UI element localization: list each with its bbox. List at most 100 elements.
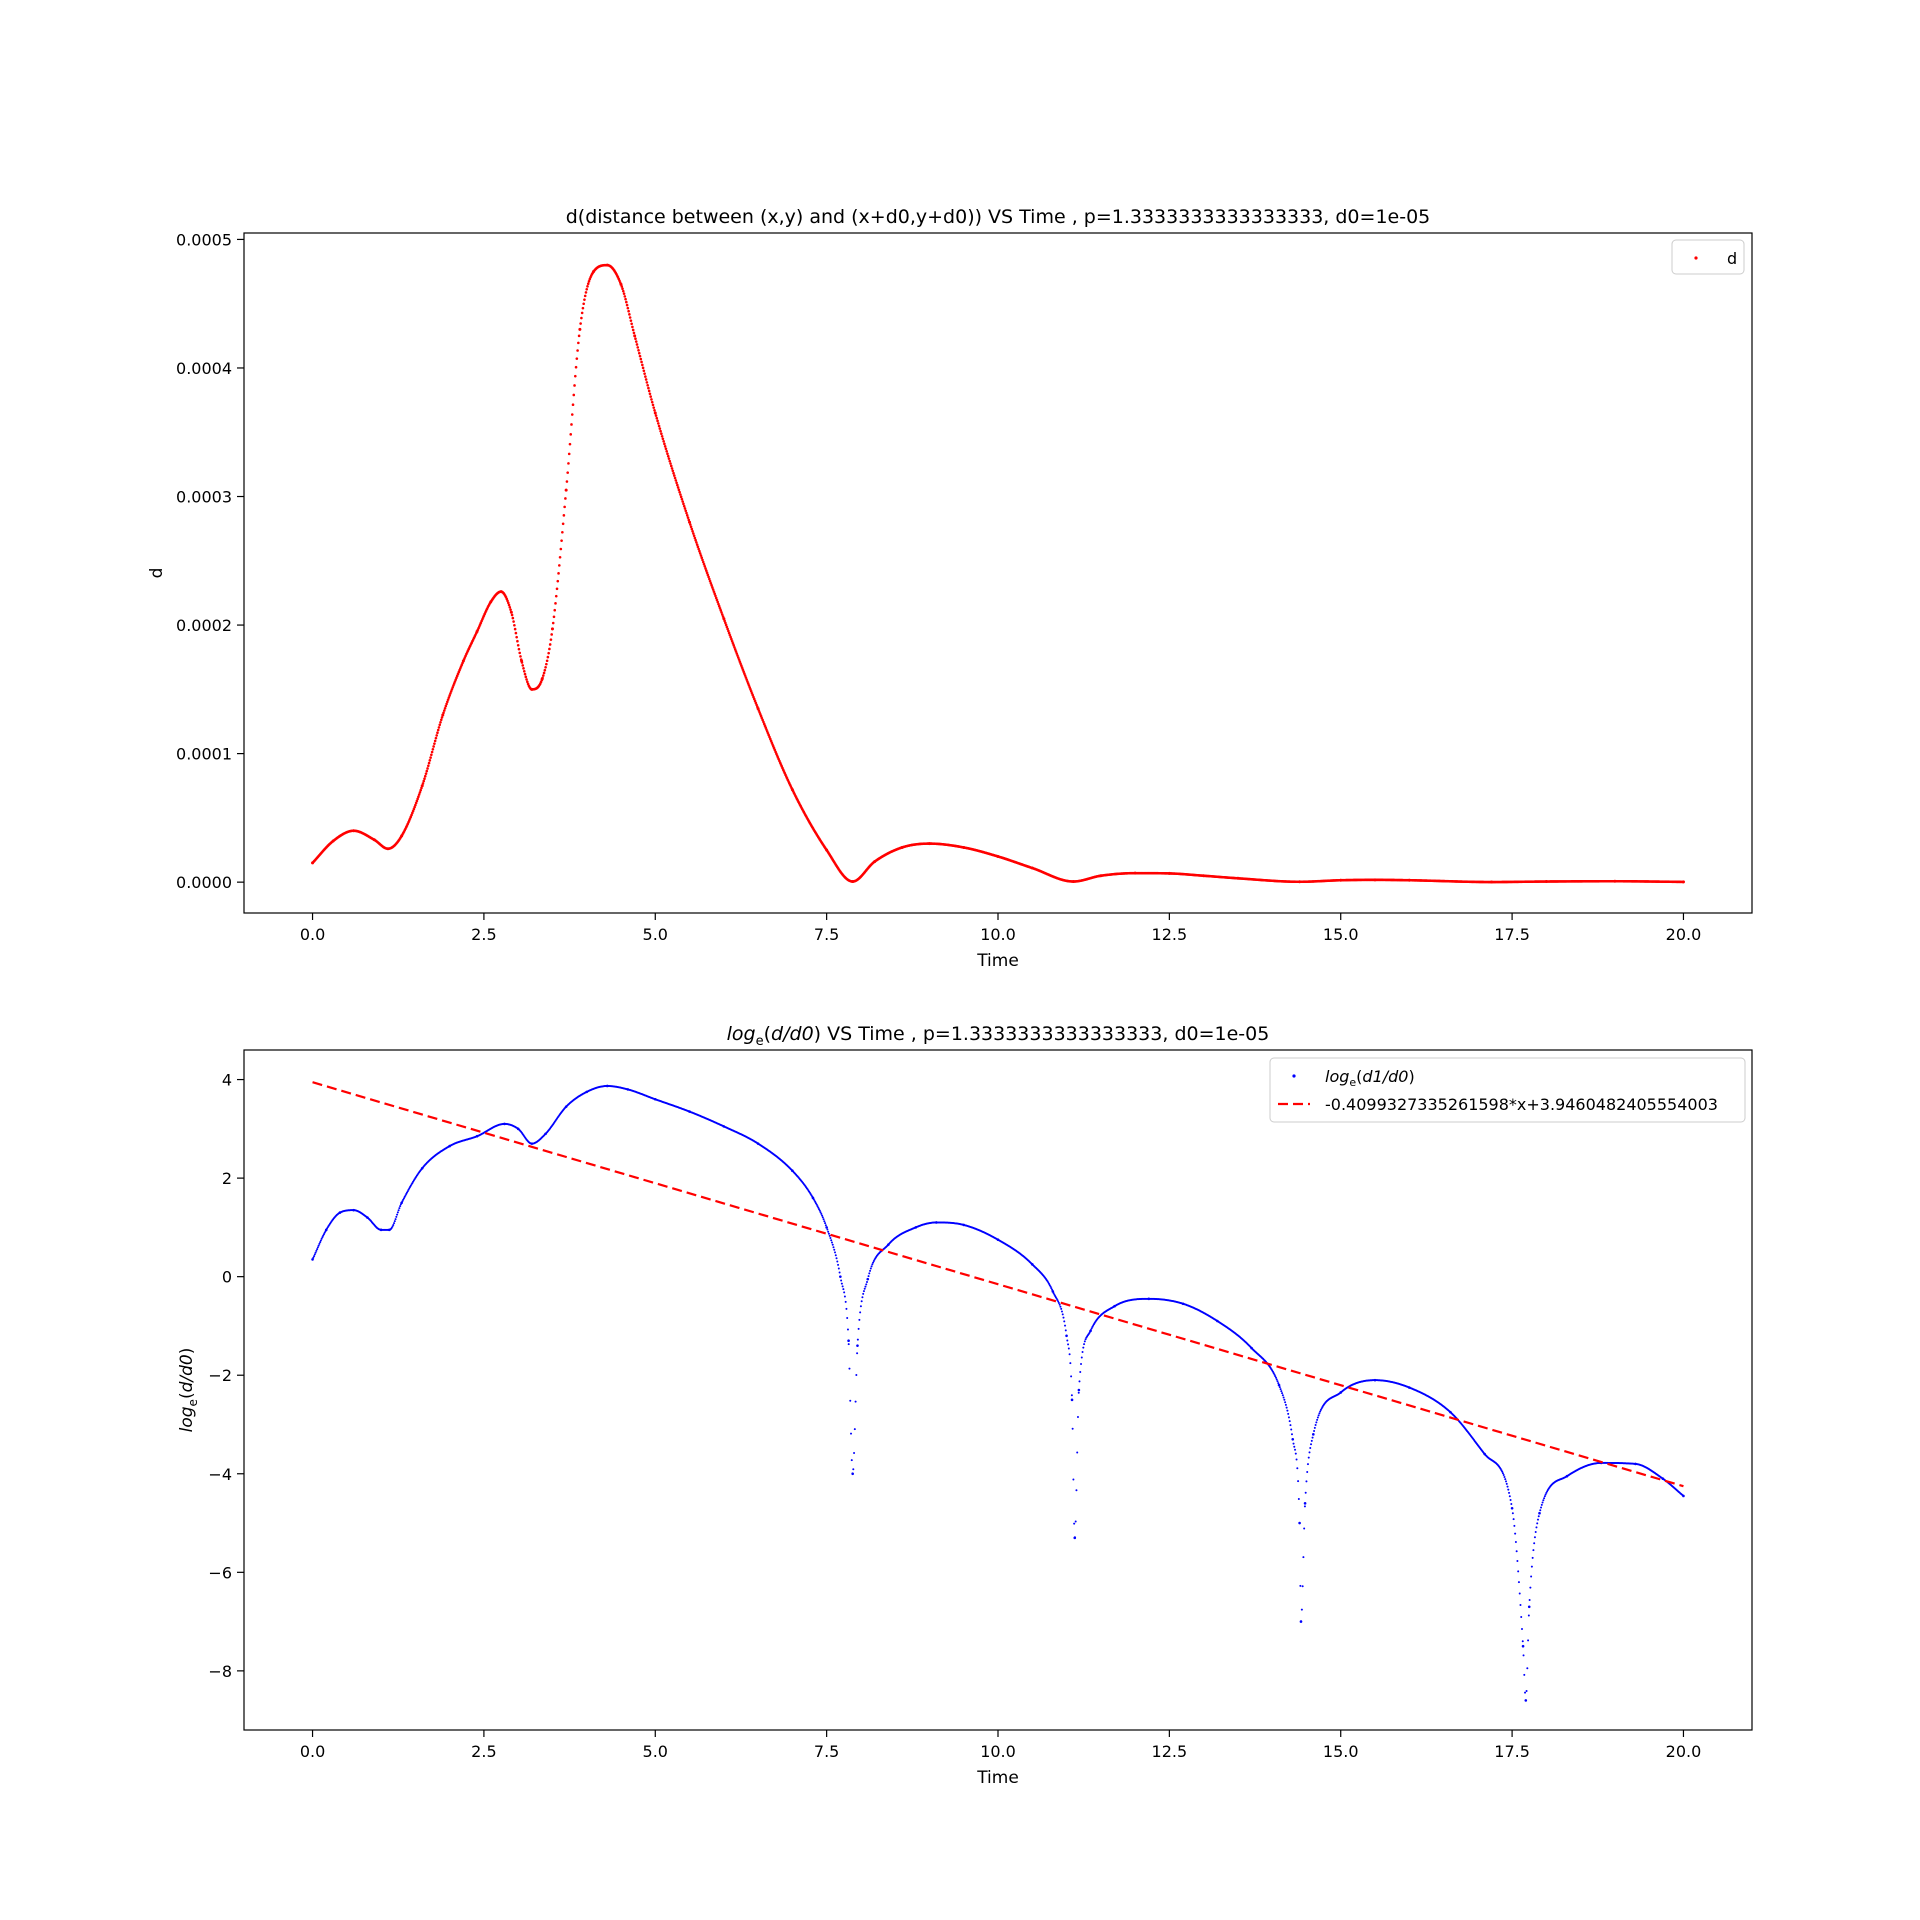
data-point (996, 1238, 1000, 1242)
data-point (576, 349, 579, 352)
data-point (628, 313, 631, 316)
data-point (668, 459, 672, 463)
data-point (1070, 1398, 1074, 1402)
data-point (413, 805, 416, 809)
data-point (516, 643, 520, 647)
data-point (850, 1459, 853, 1462)
data-point (710, 584, 713, 587)
data-point (551, 621, 555, 625)
data-point (843, 1295, 846, 1298)
data-point (315, 1249, 318, 1252)
data-point (676, 486, 680, 489)
data-point (448, 694, 451, 697)
x-axis-ticks: 0.0 2.5 5.0 7.5 10.0 12.5 15.0 17.5 20.0 (300, 913, 1701, 944)
data-point (675, 481, 678, 485)
data-point (756, 707, 760, 711)
data-point (867, 1275, 870, 1278)
data-point (687, 518, 691, 522)
data-point (873, 860, 877, 864)
data-point (1274, 1375, 1277, 1378)
data-point (1313, 1430, 1316, 1433)
data-point (558, 555, 562, 559)
data-point (1545, 1491, 1548, 1494)
data-point (1529, 1586, 1532, 1589)
data-point (565, 480, 569, 483)
data-point (719, 609, 723, 612)
data-point (1539, 1509, 1542, 1512)
data-point (688, 1110, 691, 1113)
data-point (1525, 1690, 1528, 1693)
data-point (331, 839, 335, 843)
data-point (669, 462, 672, 465)
data-point (1530, 1575, 1533, 1578)
data-point (648, 392, 652, 396)
data-point (1297, 1480, 1300, 1483)
data-point (711, 586, 714, 589)
data-point (543, 668, 547, 672)
data-point (674, 479, 678, 482)
data-point (1289, 1424, 1292, 1427)
data-point (1308, 1451, 1311, 1454)
data-point (706, 573, 710, 577)
x-axis-ticks: 0.0 2.5 5.0 7.5 10.0 12.5 15.0 17.5 20.0 (300, 1730, 1701, 1761)
legend-label: loge(d1/d0) (1325, 1067, 1415, 1089)
data-point (621, 289, 625, 293)
data-point (657, 422, 660, 425)
data-point (1536, 1522, 1539, 1525)
data-point (1661, 1477, 1665, 1480)
data-point (433, 742, 436, 745)
data-point (871, 1263, 874, 1266)
data-point (1049, 1285, 1052, 1288)
data-point (622, 292, 626, 295)
data-point (398, 1207, 401, 1210)
data-point (1544, 1493, 1547, 1496)
data-point (1286, 1409, 1289, 1412)
data-point (564, 488, 568, 492)
data-point (420, 1166, 424, 1170)
data-point (1030, 866, 1034, 870)
data-point (1202, 874, 1206, 878)
data-point (553, 608, 557, 612)
data-point (1071, 1427, 1074, 1430)
data-point (441, 713, 445, 717)
data-point (1509, 1499, 1512, 1502)
axes-frame (243, 232, 1753, 914)
data-point (717, 602, 720, 606)
data-point (691, 529, 694, 533)
data-point (414, 801, 418, 805)
data-point (1061, 1313, 1064, 1316)
data-point (322, 1233, 325, 1236)
data-point (748, 686, 752, 689)
data-point (1297, 1498, 1300, 1501)
data-point (1483, 1452, 1486, 1456)
data-point (445, 702, 448, 706)
data-point (1373, 878, 1377, 882)
x-tick-label: 17.5 (1494, 925, 1530, 944)
data-point (530, 1142, 534, 1145)
data-point (1301, 1585, 1304, 1588)
legend-label: -0.4099327335261598*x+3.9460482405554003 (1325, 1095, 1718, 1114)
data-point (824, 1222, 827, 1225)
data-point (1504, 1478, 1507, 1481)
data-point (1513, 1524, 1516, 1527)
data-point (855, 1373, 858, 1376)
data-point (442, 711, 445, 715)
data-point (461, 659, 465, 663)
data-point (388, 1228, 391, 1232)
data-point (851, 1472, 854, 1476)
data-point (697, 547, 700, 551)
data-point (1300, 1608, 1303, 1611)
data-point (652, 406, 656, 409)
data-point (425, 769, 429, 773)
data-point (686, 516, 690, 519)
data-point (836, 1260, 839, 1263)
data-point (636, 346, 640, 349)
data-point (1073, 1522, 1076, 1525)
data-point (554, 602, 557, 605)
data-point (556, 579, 560, 583)
data-point (1303, 1505, 1306, 1508)
data-point (605, 263, 609, 267)
data-point (729, 635, 732, 639)
data-point (314, 1251, 317, 1254)
plot-area (311, 263, 1685, 884)
